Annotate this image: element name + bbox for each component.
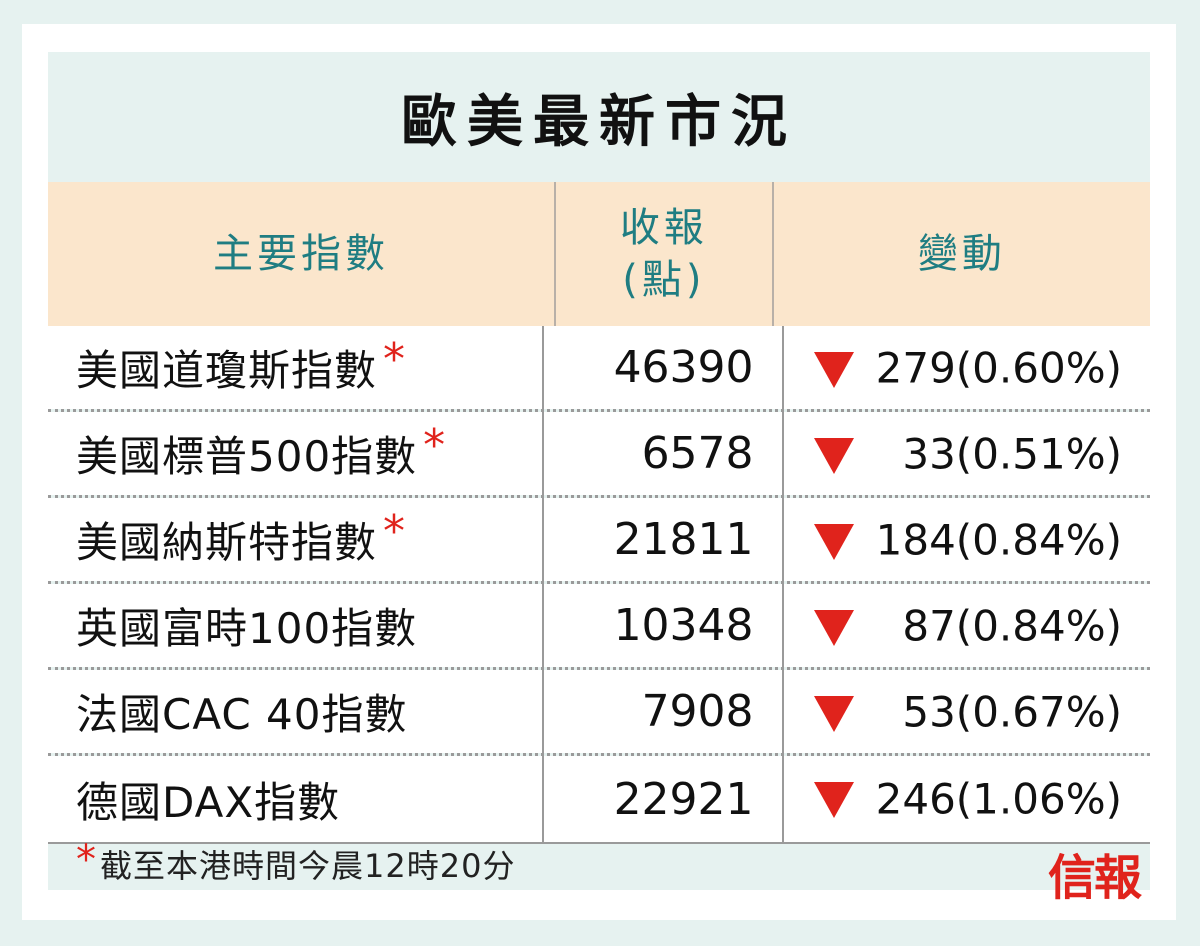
index-name: 法國CAC 40指數 [76,690,408,739]
close-value: 21811 [613,514,754,565]
page-title: 歐美最新市況 [401,89,797,155]
index-name-cell: 美國納斯特指數 * [48,498,542,581]
market-panel: 歐美最新市況 主要指數 收報 (點) 變動 美國道瓊斯指數 * 46390 [48,52,1150,906]
asterisk-mark: * [383,334,407,385]
table-header: 主要指數 收報 (點) 變動 [48,182,1150,326]
down-arrow-icon [813,782,854,818]
asterisk-mark: * [423,420,447,471]
index-name-cell: 德國DAX指數 [48,756,542,842]
down-arrow-icon [813,610,854,646]
table-row: 德國DAX指數 22921 246(1.06%) [48,756,1150,844]
close-value: 22921 [613,773,754,825]
footnote-asterisk: * [76,837,96,883]
down-arrow-icon [813,524,854,560]
index-name: 美國道瓊斯指數 [76,346,378,395]
header-close: 收報 (點) [554,182,774,326]
table-row: 美國標普500指數 * 6578 33(0.51%) [48,412,1150,498]
close-cell: 22921 [541,756,784,842]
header-close-label: 收報 [619,205,708,251]
change-cell: 33(0.51%) [783,412,1150,495]
close-value: 6578 [641,428,754,479]
index-name: 美國納斯特指數 [76,518,378,567]
table-row: 法國CAC 40指數 7908 53(0.67%) [48,670,1150,756]
change-cell: 184(0.84%) [783,498,1150,581]
down-arrow-icon [813,438,854,474]
change-value: 279(0.60%) [875,343,1122,392]
index-name-cell: 美國道瓊斯指數 * [48,326,542,409]
close-cell: 6578 [541,412,784,495]
footnote-text: 截至本港時間今晨12時20分 [100,847,516,885]
index-name-cell: 法國CAC 40指數 [48,670,542,753]
change-cell: 53(0.67%) [783,670,1150,753]
close-value: 46390 [613,342,754,393]
table-row: 英國富時100指數 10348 87(0.84%) [48,584,1150,670]
change-value: 184(0.84%) [875,515,1122,564]
change-cell: 87(0.84%) [783,584,1150,667]
brand-logo: 信報 [1047,850,1142,906]
close-cell: 21811 [541,498,784,581]
change-value: 246(1.06%) [875,774,1122,824]
table-row: 美國納斯特指數 * 21811 184(0.84%) [48,498,1150,584]
index-name: 英國富時100指數 [76,604,418,653]
index-name-cell: 英國富時100指數 [48,584,542,667]
header-change-label: 變動 [917,231,1006,277]
index-name-cell: 美國標普500指數 * [48,412,542,495]
close-cell: 46390 [541,326,784,409]
header-close-unit: (點) [622,257,706,303]
header-index-label: 主要指數 [213,231,390,277]
change-value: 33(0.51%) [902,429,1122,478]
card: 歐美最新市況 主要指數 收報 (點) 變動 美國道瓊斯指數 * 46390 [22,24,1176,920]
table-body: 美國道瓊斯指數 * 46390 279(0.60%) 美國標普500指數 * 657… [48,326,1150,844]
close-value: 7908 [641,686,754,737]
change-value: 87(0.84%) [902,601,1122,650]
footnote: * 截至本港時間今晨12時20分 信報 [48,837,1150,906]
close-cell: 7908 [541,670,784,753]
table-row: 美國道瓊斯指數 * 46390 279(0.60%) [48,326,1150,412]
index-name: 美國標普500指數 [76,432,418,481]
asterisk-mark: * [383,506,407,557]
header-index: 主要指數 [48,182,554,326]
index-name: 德國DAX指數 [76,777,341,827]
down-arrow-icon [813,352,854,388]
change-cell: 279(0.60%) [783,326,1150,409]
close-cell: 10348 [541,584,784,667]
header-change: 變動 [774,182,1150,326]
change-cell: 246(1.06%) [783,756,1150,842]
down-arrow-icon [813,696,854,732]
close-value: 10348 [613,600,754,651]
change-value: 53(0.67%) [902,687,1122,736]
